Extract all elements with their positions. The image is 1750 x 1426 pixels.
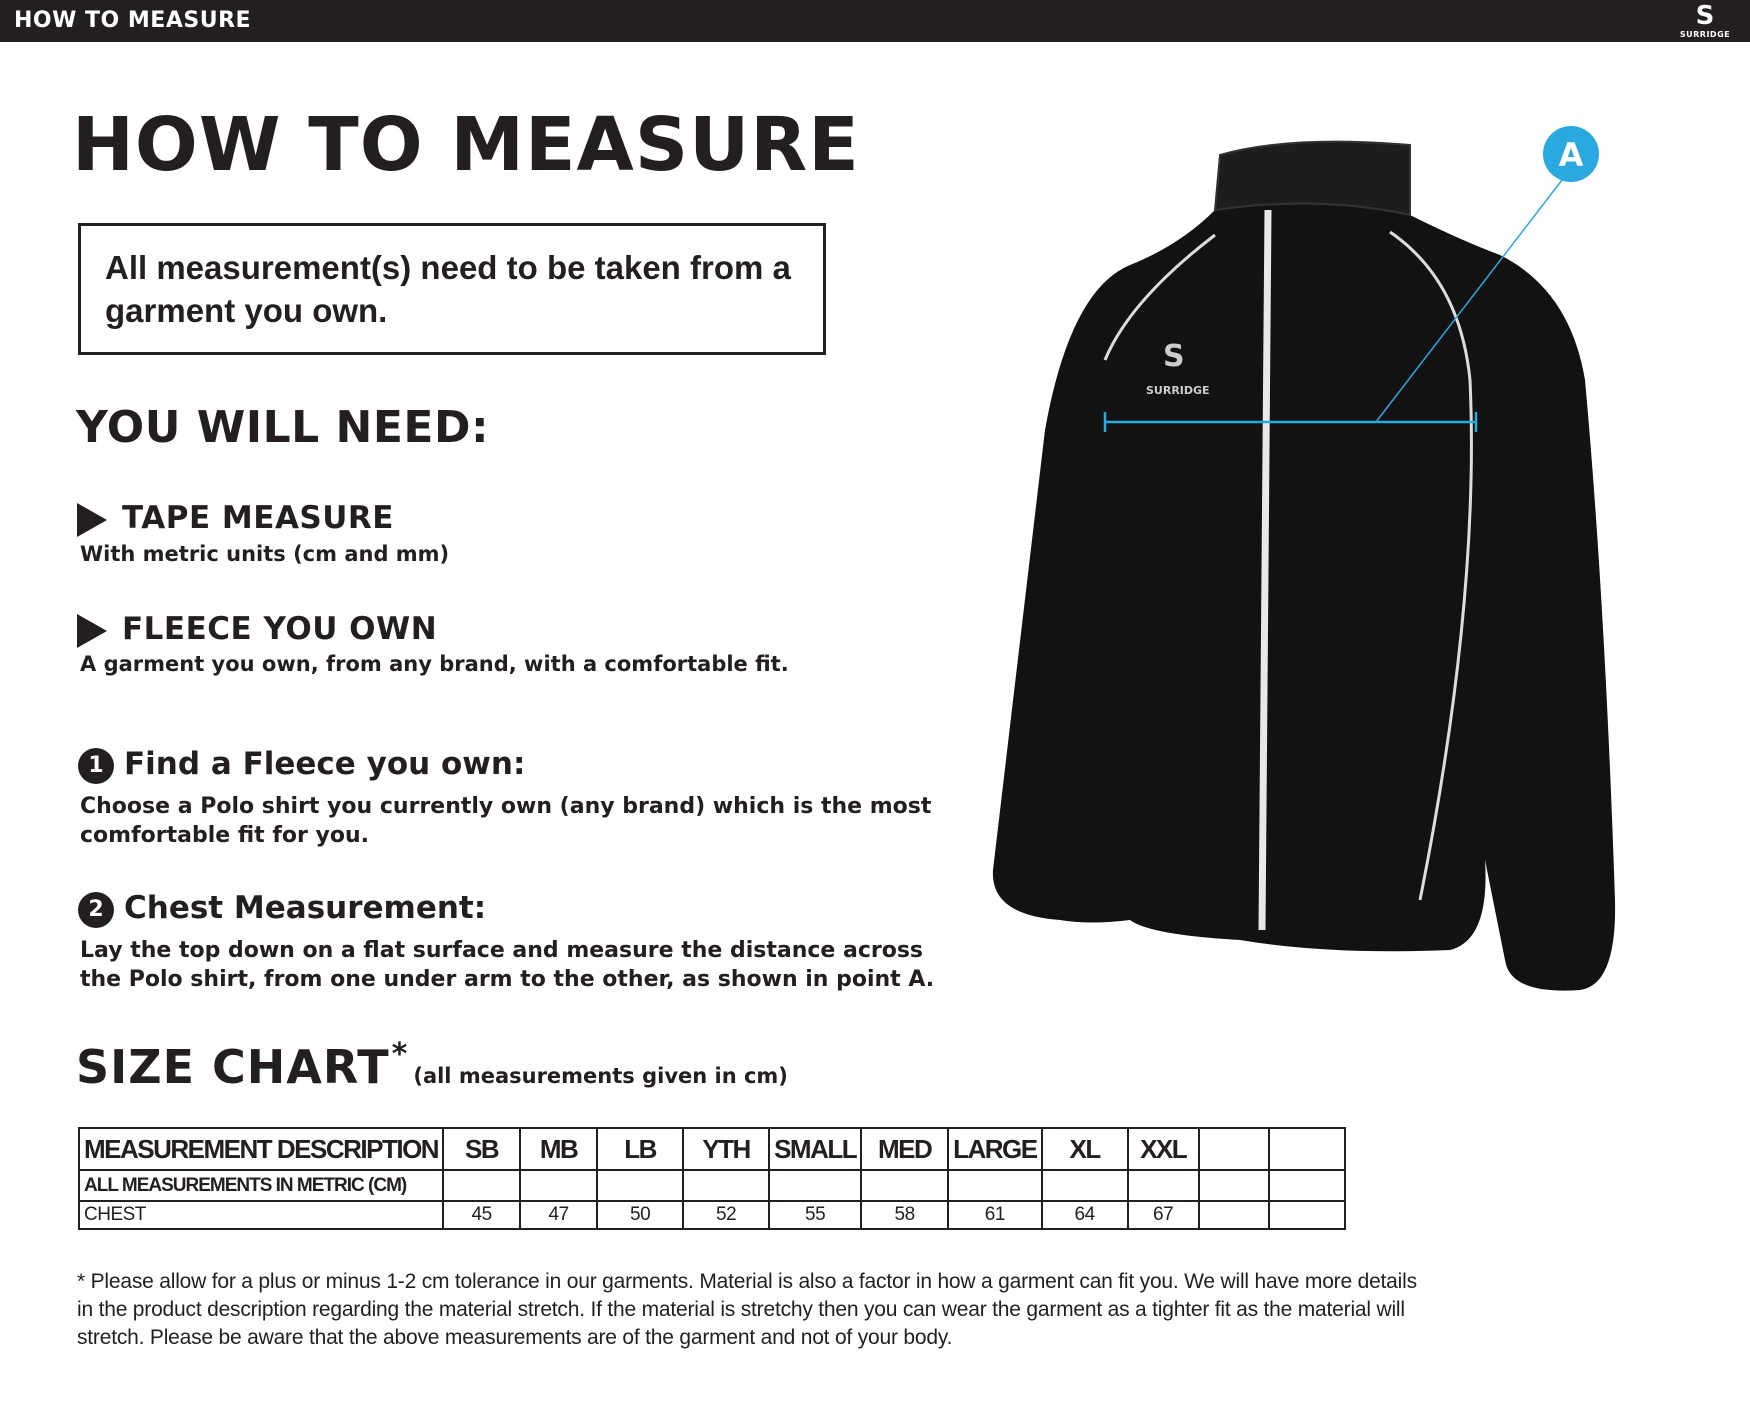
chest-cell [1267, 1200, 1346, 1230]
chest-cell: 45 [442, 1200, 522, 1230]
you-will-need-heading: YOU WILL NEED: [76, 402, 490, 453]
item-fleece-sub: A garment you own, from any brand, with … [80, 652, 789, 676]
table-row-metric: ALL MEASUREMENTS IN METRIC (CM) [77, 1169, 1346, 1202]
triangle-bullet-icon [77, 503, 107, 537]
item-fleece-heading: FLEECE YOU OWN [122, 611, 438, 647]
header-cell: SMALL [768, 1127, 863, 1171]
header-cell: LB [596, 1127, 685, 1171]
item-tape-measure-heading: TAPE MEASURE [122, 500, 394, 536]
header-cell: MEASUREMENT DESCRIPTION [77, 1127, 445, 1171]
chest-cell: 52 [682, 1200, 771, 1230]
metric-cell [596, 1169, 685, 1202]
step-2-number-icon: 2 [78, 892, 114, 928]
fleece-jacket-diagram: S SURRIDGE A [992, 126, 1616, 991]
size-chart-heading: SIZE CHART * (all measurements given in … [76, 1037, 788, 1095]
logo-s-icon: S [1695, 1, 1715, 31]
header-cell: MED [860, 1127, 950, 1171]
metric-cell [442, 1169, 522, 1202]
point-a-label: A [1559, 136, 1584, 174]
header-cell: XL [1040, 1127, 1129, 1171]
chest-cell: CHEST [77, 1200, 445, 1230]
step-1-body: Choose a Polo shirt you currently own (a… [80, 794, 932, 848]
chest-cell: 64 [1040, 1200, 1129, 1230]
metric-cell [947, 1169, 1043, 1202]
table-header-row: MEASUREMENT DESCRIPTION SB MB LB YTH SMALL MED… [77, 1127, 1346, 1171]
metric-cell [682, 1169, 771, 1202]
metric-cell [860, 1169, 950, 1202]
garment-logo-s-icon: S [1163, 339, 1185, 374]
table-row-chest: CHEST 45 47 50 52 55 58 61 64 67 [77, 1200, 1346, 1230]
size-chart-table: MEASUREMENT DESCRIPTION SB MB LB YTH SMALL MED… [77, 1127, 1346, 1230]
metric-cell [768, 1169, 863, 1202]
size-chart-asterisk: * [391, 1037, 408, 1072]
header-cell [1267, 1127, 1346, 1171]
header-cell: MB [519, 1127, 599, 1171]
size-chart-title: SIZE CHART [76, 1040, 390, 1094]
header-cell: SB [442, 1127, 522, 1171]
chest-cell: 58 [860, 1200, 950, 1230]
metric-cell [1197, 1169, 1270, 1202]
point-a-marker [1543, 126, 1599, 182]
header-cell: YTH [682, 1127, 771, 1171]
step-2-body: Lay the top down on a flat surface and m… [80, 938, 935, 992]
triangle-bullet-icon [77, 614, 107, 648]
size-chart-subtitle: (all measurements given in cm) [413, 1064, 788, 1088]
chest-cell: 67 [1126, 1200, 1200, 1230]
garment-logo: SURRIDGE [1146, 384, 1210, 397]
page-title: HOW TO MEASURE [72, 102, 860, 188]
chest-cell: 50 [596, 1200, 685, 1230]
chest-cell [1197, 1200, 1270, 1230]
top-bar: HOW TO MEASURE S SURRIDGE [0, 0, 1750, 42]
item-tape-measure-sub: With metric units (cm and mm) [80, 542, 450, 566]
step-1-heading: Find a Fleece you own: [124, 746, 526, 782]
chest-cell: 47 [519, 1200, 599, 1230]
surridge-logo: S SURRIDGE [1674, 2, 1736, 40]
header-cell: XXL [1126, 1127, 1200, 1171]
step-2-heading: Chest Measurement: [124, 890, 487, 926]
jacket-illustration: S SURRIDGE [992, 140, 1616, 991]
header-cell: LARGE [947, 1127, 1043, 1171]
step-1-number-icon: 1 [78, 748, 114, 784]
footnote: * Please allow for a plus or minus 1-2 c… [77, 1270, 1417, 1349]
metric-cell [1126, 1169, 1200, 1202]
metric-cell [1040, 1169, 1129, 1202]
metric-cell: ALL MEASUREMENTS IN METRIC (CM) [77, 1169, 445, 1202]
note-box: All measurement(s) need to be taken from… [78, 223, 826, 355]
logo-wordmark: SURRIDGE [1679, 30, 1731, 39]
top-bar-title: HOW TO MEASURE [14, 8, 252, 33]
chest-cell: 61 [947, 1200, 1043, 1230]
chest-cell: 55 [768, 1200, 863, 1230]
metric-cell [519, 1169, 599, 1202]
header-cell [1197, 1127, 1270, 1171]
metric-cell [1267, 1169, 1346, 1202]
point-a-leader-line [1375, 179, 1563, 423]
